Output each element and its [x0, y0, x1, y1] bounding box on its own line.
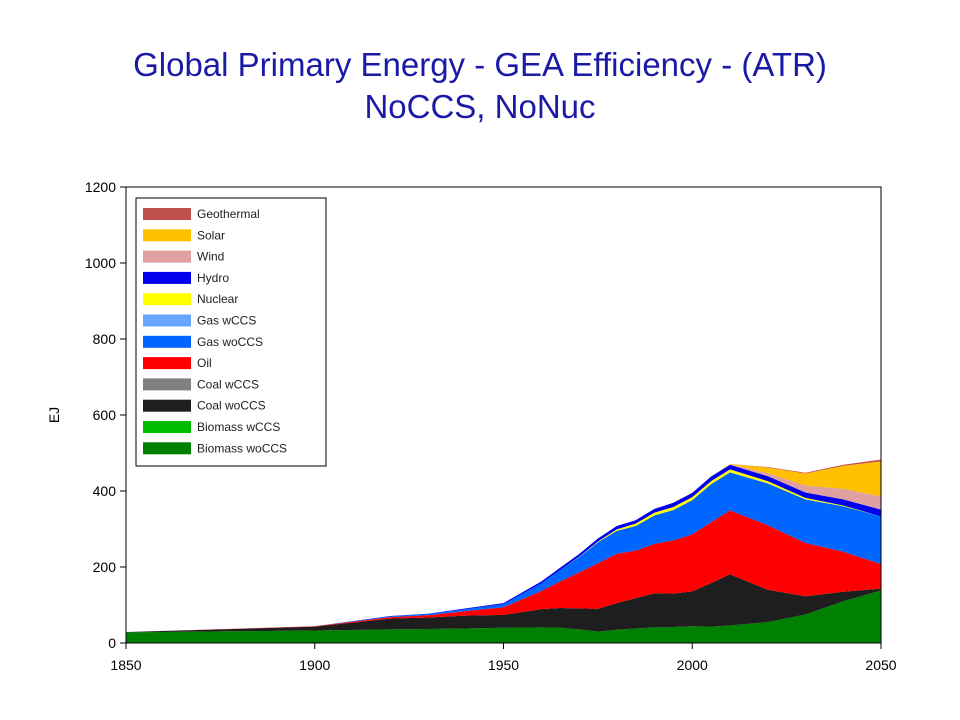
area-gas-woccs	[126, 472, 881, 632]
area-biomass-woccs	[126, 590, 881, 643]
legend-label: Coal woCCS	[197, 399, 266, 413]
x-tick-label: 2050	[865, 657, 896, 673]
y-axis-label: EJ	[46, 407, 62, 423]
legend-label: Geothermal	[197, 207, 260, 221]
legend-label: Gas woCCS	[197, 335, 263, 349]
legend-swatch	[143, 314, 191, 327]
legend-swatch	[143, 378, 191, 391]
legend-swatch	[143, 229, 191, 242]
legend-label: Coal wCCS	[197, 377, 259, 391]
y-tick-label: 1200	[85, 179, 116, 195]
y-tick-label: 200	[93, 559, 117, 575]
y-tick-label: 400	[93, 483, 117, 499]
x-tick-label: 1900	[299, 657, 330, 673]
x-tick-label: 2000	[677, 657, 708, 673]
legend-label: Wind	[197, 250, 224, 264]
y-tick-label: 600	[93, 407, 117, 423]
legend-label: Hydro	[197, 271, 229, 285]
area-series-group	[126, 459, 881, 643]
legend-label: Biomass woCCS	[197, 441, 287, 455]
y-tick-label: 800	[93, 331, 117, 347]
legend-label: Solar	[197, 228, 225, 242]
legend-swatch	[143, 442, 191, 455]
legend-swatch	[143, 421, 191, 433]
legend: Geothermal Solar Wind Hydro Nuclear Gas wCCS G…	[135, 197, 327, 467]
chart-title-line-1: Global Primary Energy - GEA Efficiency -…	[133, 46, 827, 83]
legend-label: Nuclear	[197, 292, 238, 306]
x-tick-label: 1950	[488, 657, 519, 673]
legend-swatch	[143, 208, 191, 220]
chart-title-line-2: NoCCS, NoNuc	[364, 88, 596, 125]
legend-swatch	[143, 250, 191, 263]
legend-swatch	[143, 293, 191, 306]
y-tick-label: 1000	[85, 255, 116, 271]
area-coal-woccs	[126, 574, 881, 633]
y-tick-label: 0	[108, 635, 116, 651]
legend-label: Biomass wCCS	[197, 420, 280, 434]
legend-swatch	[143, 357, 191, 370]
legend-label: Oil	[197, 356, 212, 370]
area-solar	[126, 461, 881, 632]
legend-swatch	[143, 271, 191, 284]
area-oil	[126, 510, 881, 632]
legend-label: Gas wCCS	[197, 314, 256, 328]
legend-swatch	[143, 335, 191, 348]
legend-swatch	[143, 399, 191, 412]
x-tick-label: 1850	[110, 657, 141, 673]
chart-title: Global Primary Energy - GEA Efficiency -…	[0, 44, 960, 128]
